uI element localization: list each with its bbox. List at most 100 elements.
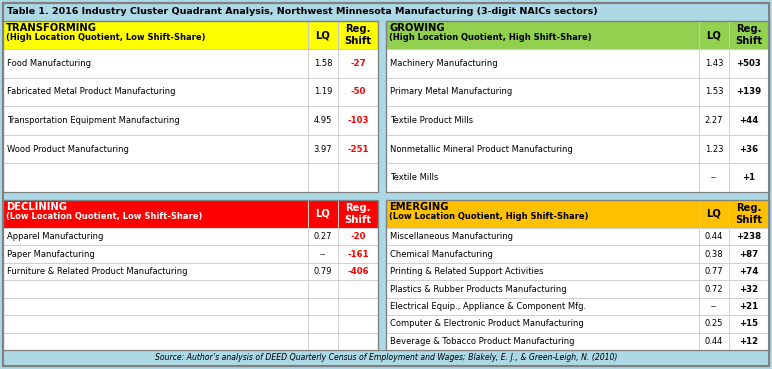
Text: 0.79: 0.79 (313, 267, 332, 276)
Bar (386, 106, 699, 135)
Bar (699, 106, 729, 135)
Text: Furniture & Related Product Manufacturing: Furniture & Related Product Manufacturin… (7, 267, 188, 276)
Text: (High Location Quotient, High Shift-Share): (High Location Quotient, High Shift-Shar… (389, 33, 591, 42)
Bar (729, 106, 769, 135)
Bar (3, 298, 308, 315)
Text: Printing & Related Support Activities: Printing & Related Support Activities (390, 267, 543, 276)
Text: Paper Manufacturing: Paper Manufacturing (7, 250, 95, 259)
Text: 0.27: 0.27 (313, 232, 332, 241)
Text: Fabricated Metal Product Manufacturing: Fabricated Metal Product Manufacturing (7, 87, 175, 96)
Text: -27: -27 (350, 59, 366, 68)
Text: Chemical Manufacturing: Chemical Manufacturing (390, 250, 493, 259)
Bar (378, 21, 386, 350)
Text: 4.95: 4.95 (313, 116, 332, 125)
Text: 0.72: 0.72 (705, 284, 723, 293)
Text: Source: Author’s analysis of DEED Quarterly Census of Employment and Wages; Blak: Source: Author’s analysis of DEED Quarte… (155, 354, 617, 362)
Text: 3.97: 3.97 (313, 145, 332, 154)
Text: -20: -20 (350, 232, 366, 241)
Bar (338, 245, 378, 263)
Text: -251: -251 (347, 145, 369, 154)
Text: 0.25: 0.25 (705, 319, 723, 328)
Text: Machinery Manufacturing: Machinery Manufacturing (390, 59, 498, 68)
Bar (699, 228, 729, 245)
Bar (338, 49, 378, 77)
Bar (699, 263, 729, 280)
Bar (3, 106, 308, 135)
Bar (338, 332, 378, 350)
Text: (High Location Quotient, Low Shift-Share): (High Location Quotient, Low Shift-Share… (6, 33, 205, 42)
Text: Table 1. 2016 Industry Cluster Quadrant Analysis, Northwest Minnesota Manufactur: Table 1. 2016 Industry Cluster Quadrant … (7, 7, 598, 17)
Text: Primary Metal Manufacturing: Primary Metal Manufacturing (390, 87, 513, 96)
Bar (3, 77, 308, 106)
Text: Electrical Equip., Appliance & Component Mfg.: Electrical Equip., Appliance & Component… (390, 302, 586, 311)
Text: +238: +238 (736, 232, 761, 241)
Text: 2.27: 2.27 (705, 116, 723, 125)
Text: Transportation Equipment Manufacturing: Transportation Equipment Manufacturing (7, 116, 180, 125)
Text: 1.43: 1.43 (705, 59, 723, 68)
Text: (Low Location Quotient, High Shift-Share): (Low Location Quotient, High Shift-Share… (389, 212, 588, 221)
Text: +12: +12 (740, 337, 759, 346)
Text: GROWING: GROWING (389, 23, 445, 33)
Bar (308, 77, 338, 106)
Text: 1.19: 1.19 (313, 87, 332, 96)
Text: Food Manufacturing: Food Manufacturing (7, 59, 91, 68)
Text: Reg.
Shift: Reg. Shift (344, 203, 371, 225)
Text: 0.44: 0.44 (705, 232, 723, 241)
Bar (3, 135, 308, 163)
Bar (338, 163, 378, 192)
Bar (338, 280, 378, 298)
Text: +139: +139 (736, 87, 761, 96)
Bar (386, 135, 699, 163)
Bar (338, 106, 378, 135)
Bar (3, 192, 769, 200)
Bar (729, 135, 769, 163)
Bar (699, 245, 729, 263)
Bar (308, 135, 338, 163)
Text: Nonmetallic Mineral Product Manufacturing: Nonmetallic Mineral Product Manufacturin… (390, 145, 573, 154)
Bar (699, 49, 729, 77)
Text: 1.58: 1.58 (313, 59, 332, 68)
Bar (699, 280, 729, 298)
Bar (308, 263, 338, 280)
Bar (729, 77, 769, 106)
Bar (338, 315, 378, 332)
Bar (386, 245, 699, 263)
Text: --: -- (711, 173, 717, 182)
Bar (3, 263, 308, 280)
Text: +21: +21 (740, 302, 759, 311)
Bar (3, 350, 769, 366)
Bar (308, 298, 338, 315)
Text: +15: +15 (740, 319, 759, 328)
Text: 1.53: 1.53 (705, 87, 723, 96)
Bar (729, 280, 769, 298)
Text: --: -- (711, 302, 717, 311)
Text: +44: +44 (740, 116, 759, 125)
Text: 1.23: 1.23 (705, 145, 723, 154)
Text: Textile Mills: Textile Mills (390, 173, 438, 182)
Bar (3, 3, 769, 21)
Bar (3, 332, 308, 350)
Text: LQ: LQ (316, 209, 330, 219)
Bar (3, 200, 378, 350)
Bar (386, 200, 769, 228)
Bar (729, 315, 769, 332)
Bar (386, 298, 699, 315)
Bar (338, 228, 378, 245)
Bar (308, 332, 338, 350)
Bar (3, 315, 308, 332)
Bar (386, 280, 699, 298)
Text: Computer & Electronic Product Manufacturing: Computer & Electronic Product Manufactur… (390, 319, 584, 328)
Bar (729, 228, 769, 245)
Bar (308, 106, 338, 135)
Text: 0.38: 0.38 (705, 250, 723, 259)
Text: -103: -103 (347, 116, 369, 125)
Bar (308, 280, 338, 298)
Bar (699, 77, 729, 106)
Text: 0.77: 0.77 (705, 267, 723, 276)
Text: +1: +1 (743, 173, 756, 182)
Text: LQ: LQ (316, 30, 330, 40)
Bar (729, 263, 769, 280)
Text: Wood Product Manufacturing: Wood Product Manufacturing (7, 145, 129, 154)
Bar (3, 245, 308, 263)
Bar (729, 298, 769, 315)
